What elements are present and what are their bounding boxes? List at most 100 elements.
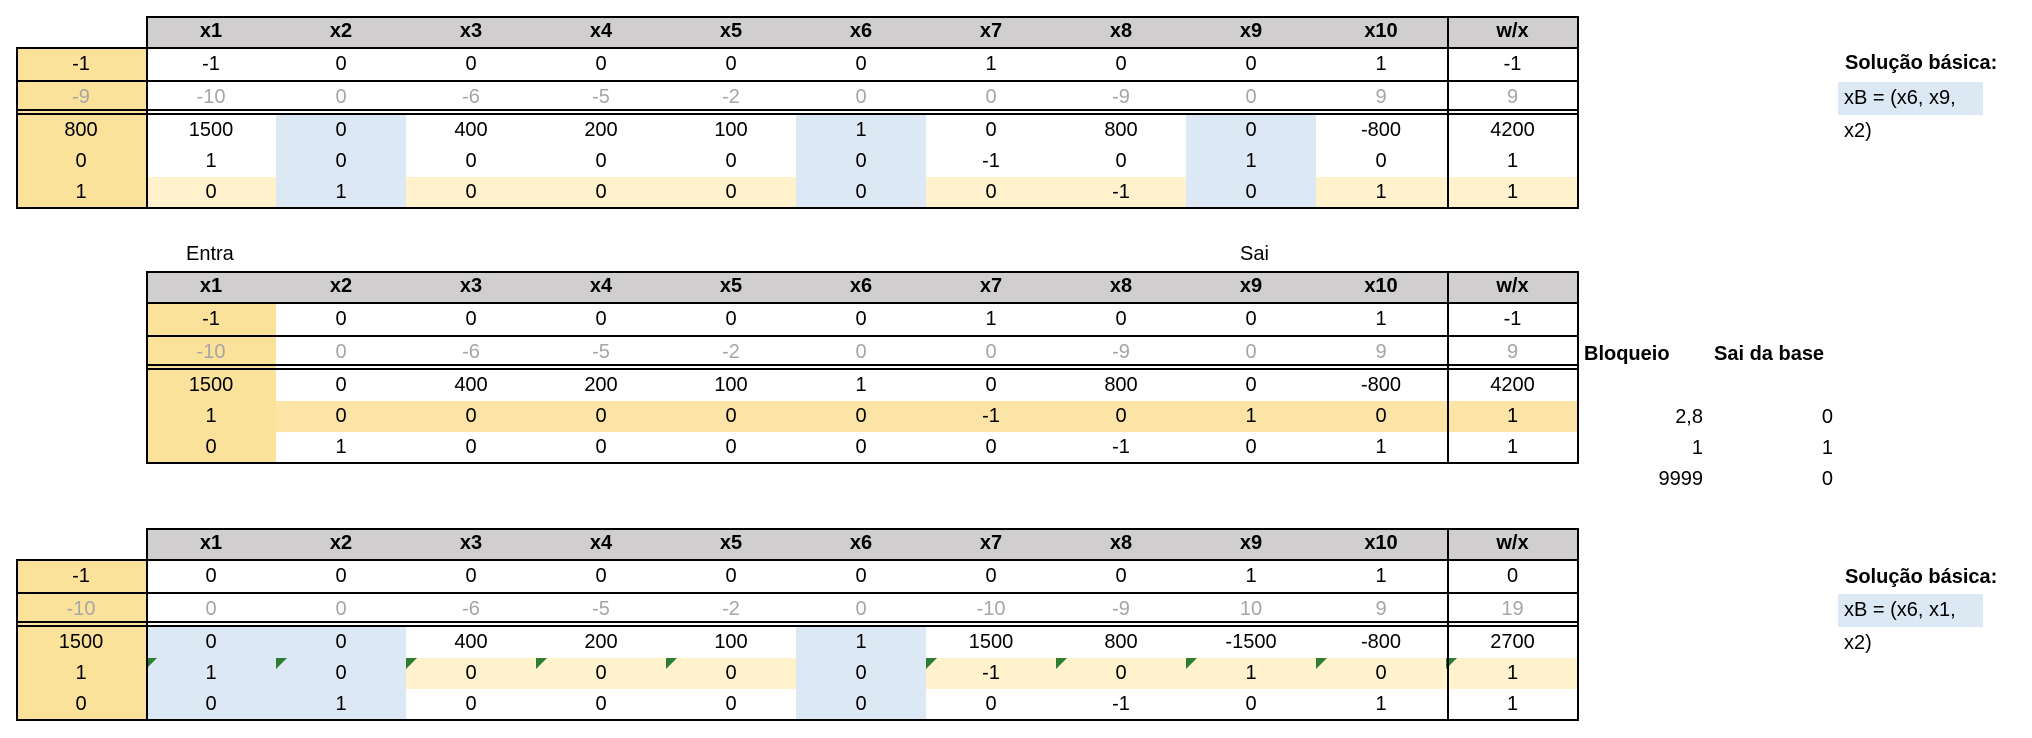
table-cell[interactable]: 0 [595,693,607,715]
table-cell[interactable]: 100 [714,631,748,653]
table-cell[interactable]: -800 [1360,374,1402,396]
table-cell[interactable]: 0 [536,658,666,689]
table-cell[interactable]: 0 [1186,81,1316,115]
header-cell[interactable]: x7 [926,16,1056,49]
header-cell[interactable]: x6 [796,16,926,49]
table-cell[interactable]: 0 [146,560,276,594]
table-cell[interactable]: 0 [796,689,926,720]
table-cell[interactable]: 1 [1316,177,1446,208]
table-cell[interactable]: -6 [406,593,536,627]
table-cell[interactable]: -2 [666,81,796,115]
header-cell[interactable]: w/x [1446,271,1579,304]
table-cell[interactable]: 4200 [1490,374,1535,396]
header-cell[interactable]: x3 [406,271,536,304]
table-cell[interactable]: 9 [1316,81,1446,115]
table-cell[interactable]: -1 [1056,177,1186,208]
table-cell[interactable]: 0 [985,693,997,715]
table-cell[interactable]: -1 [926,658,1056,689]
table-cell[interactable]: 19 [1446,593,1579,627]
table-cell[interactable]: 0 [276,593,406,627]
table-cell[interactable]: 800 [1104,374,1138,396]
table-cell[interactable]: -10 [146,81,276,115]
table-cell[interactable]: 100 [714,119,748,141]
header-cell[interactable]: x5 [666,16,796,49]
table-cell[interactable]: 1 [1186,401,1316,432]
table-cell[interactable]: 0 [1316,401,1446,432]
table-cell[interactable]: -1500 [1225,631,1277,653]
table-cell[interactable]: 0 [146,177,276,208]
table-cell[interactable]: 0 [146,593,276,627]
table-cell[interactable]: 0 [796,48,926,82]
table-cell[interactable]: 0 [725,693,737,715]
table-cell[interactable]: 0 [276,560,406,594]
header-cell[interactable]: x5 [666,271,796,304]
bloqueio-value[interactable]: 1 [1691,437,1703,459]
table-cell[interactable]: 0 [666,303,796,337]
table-cell[interactable]: 1 [796,114,926,146]
table-cell[interactable]: 0 [1446,560,1579,594]
header-cell[interactable]: x2 [276,271,406,304]
table-cell[interactable]: -5 [536,81,666,115]
table-cell[interactable]: 1 [205,150,217,172]
table-cell[interactable]: 1 [146,658,276,689]
table-cell[interactable]: -5 [536,593,666,627]
table-cell[interactable]: 0 [926,81,1056,115]
table-cell[interactable]: 0 [1186,177,1316,208]
table-cell[interactable]: 9 [1446,336,1579,370]
table-cell[interactable]: 0 [1186,336,1316,370]
table-cell[interactable]: 0 [406,48,536,82]
sai-da-base-value[interactable]: 1 [1821,437,1833,459]
pivot-column-cell[interactable]: 0 [146,432,276,463]
basis-cost-cell[interactable]: 1 [16,658,146,689]
header-cell[interactable]: x9 [1186,271,1316,304]
table-cell[interactable]: 0 [725,436,737,458]
table-cell[interactable]: 0 [276,146,406,177]
table-cell[interactable]: 0 [276,48,406,82]
table-cell[interactable]: 0 [1375,150,1387,172]
header-cell[interactable]: x9 [1186,528,1316,561]
table-cell[interactable]: 1 [1316,560,1446,594]
table-cell[interactable]: 0 [1186,48,1316,82]
table-cell[interactable]: 0 [465,436,477,458]
sai-da-base-value[interactable]: 0 [1821,468,1833,490]
table-cell[interactable]: 0 [1056,658,1186,689]
table-cell[interactable]: -9 [1056,81,1186,115]
table-cell[interactable]: 0 [276,626,406,658]
table-cell[interactable]: 0 [1115,150,1127,172]
table-cell[interactable]: 0 [985,374,997,396]
table-cell[interactable]: 1 [335,436,347,458]
table-cell[interactable]: 0 [595,150,607,172]
table-cell[interactable]: -1 [982,150,1000,172]
table-cell[interactable]: 1 [276,689,406,720]
basis-cost-cell[interactable]: 0 [16,146,146,177]
pivot-column-cell[interactable]: -1 [146,303,276,337]
table-cell[interactable]: 1 [1446,658,1579,689]
table-cell[interactable]: 0 [926,177,1056,208]
table-cell[interactable]: 0 [536,401,666,432]
table-cell[interactable]: 0 [276,114,406,146]
header-cell[interactable]: x6 [796,271,926,304]
table-cell[interactable]: 0 [406,303,536,337]
table-cell[interactable]: 0 [536,48,666,82]
header-cell[interactable]: x1 [146,528,276,561]
table-cell[interactable]: 1 [276,177,406,208]
table-cell[interactable]: 400 [454,374,488,396]
header-cell[interactable]: x4 [536,528,666,561]
table-cell[interactable]: 1 [1446,401,1579,432]
table-cell[interactable]: 0 [595,436,607,458]
basis-cost-cell[interactable]: 1500 [16,626,146,658]
header-cell[interactable]: x3 [406,528,536,561]
basis-cost-cell[interactable]: -1 [16,48,146,82]
table-cell[interactable]: 1 [1375,693,1387,715]
header-cell[interactable]: x7 [926,271,1056,304]
table-cell[interactable]: 1 [1375,436,1387,458]
table-cell[interactable]: 1 [1506,150,1519,172]
header-cell[interactable]: x5 [666,528,796,561]
table-cell[interactable]: -800 [1360,631,1402,653]
table-cell[interactable]: 0 [1245,436,1257,458]
table-cell[interactable]: 0 [406,401,536,432]
table-cell[interactable]: 1 [1316,303,1446,337]
table-cell[interactable]: 1 [1186,146,1316,177]
table-cell[interactable]: -1 [1446,48,1579,82]
table-cell[interactable]: 0 [276,336,406,370]
